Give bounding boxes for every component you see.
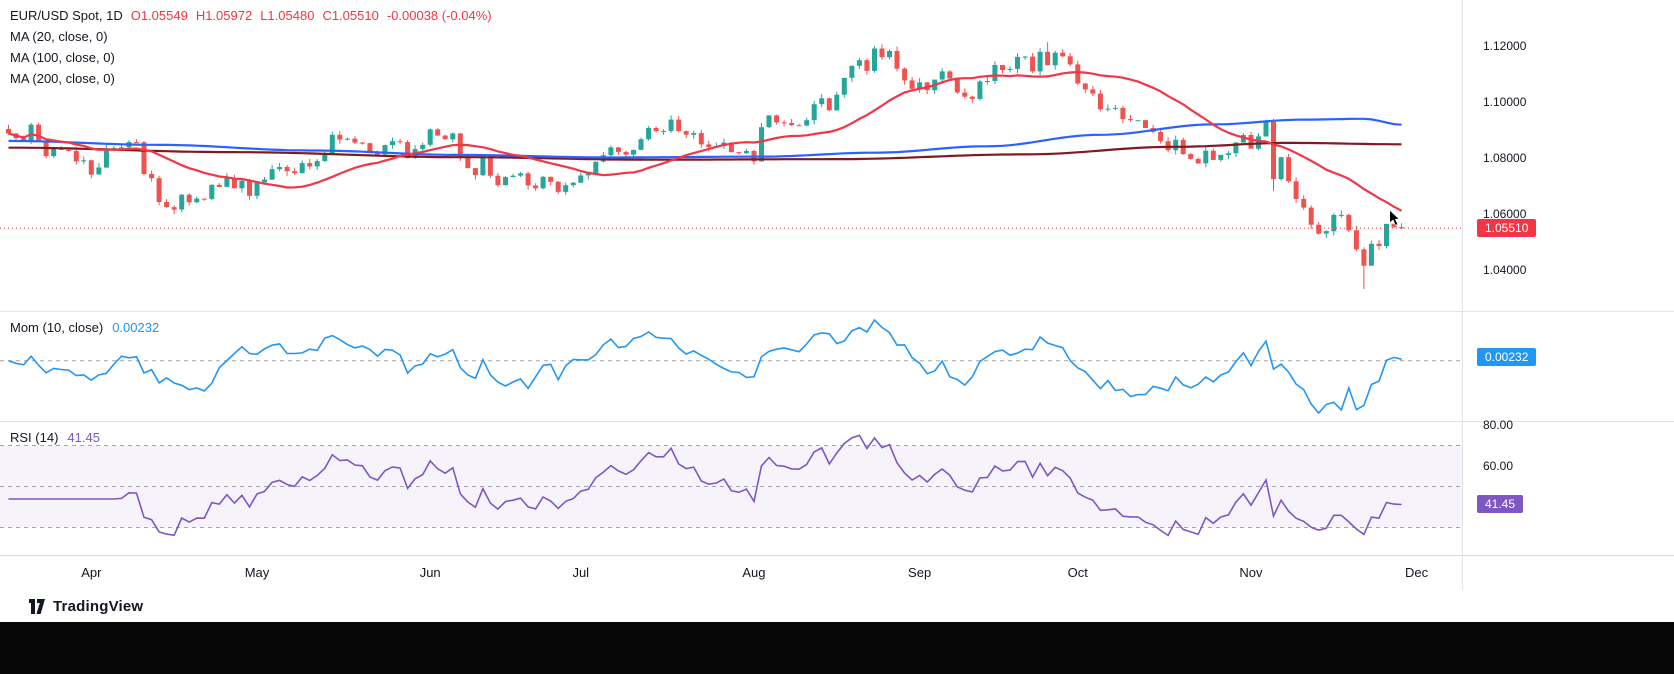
price-panel[interactable]: EUR/USD Spot, 1D O1.05549 H1.05972 L1.05480… xyxy=(0,0,1674,312)
time-axis[interactable]: Apr May Jun Jul Aug Sep Oct Nov Dec xyxy=(0,556,1674,590)
rsi-axis-tick: 60.00 xyxy=(1483,459,1514,473)
ohlc-open: O1.05549 xyxy=(130,8,188,23)
rsi-value-badge: 41.45 xyxy=(1477,495,1524,514)
legend-row-main[interactable]: EUR/USD Spot, 1D O1.05549 H1.05972 L1.05480… xyxy=(10,5,500,26)
time-label-aug: Aug xyxy=(742,565,766,580)
price-legend: EUR/USD Spot, 1D O1.05549 H1.05972 L1.05480… xyxy=(10,5,500,89)
rsi-label[interactable]: RSI (14) xyxy=(10,430,59,445)
time-label-jul: Jul xyxy=(572,565,590,580)
momentum-legend[interactable]: Mom (10, close) 0.00232 xyxy=(10,317,159,338)
time-label-may: May xyxy=(244,565,270,580)
ma20-legend[interactable]: MA (20, close, 0) xyxy=(10,29,108,44)
rsi-axis-tick: 80.00 xyxy=(1483,418,1514,432)
rsi-panel[interactable]: RSI (14) 41.45 xyxy=(0,422,1674,556)
tradingview-brand-text[interactable]: TradingView xyxy=(53,597,144,615)
momentum-label[interactable]: Mom (10, close) xyxy=(10,320,104,335)
price-axis[interactable]: 1.05510 0.00232 41.45 1.12000 1.10000 1.08… xyxy=(1462,0,1674,590)
momentum-panel[interactable]: Mom (10, close) 0.00232 xyxy=(0,312,1674,422)
price-axis-tick: 1.06000 xyxy=(1483,207,1527,222)
footer: TradingView xyxy=(0,590,1674,622)
time-label-oct: Oct xyxy=(1067,565,1088,580)
momentum-value: 0.00232 xyxy=(112,320,160,335)
momentum-value-badge: 0.00232 xyxy=(1477,348,1537,367)
rsi-legend[interactable]: RSI (14) 41.45 xyxy=(10,427,100,448)
last-price-badge: 1.05510 xyxy=(1477,219,1537,238)
momentum-chart[interactable] xyxy=(0,312,1462,421)
price-axis-tick: 1.12000 xyxy=(1483,39,1527,54)
symbol-title[interactable]: EUR/USD Spot, 1D xyxy=(10,8,123,23)
ohlc-low: L1.05480 xyxy=(260,8,315,23)
ma100-legend[interactable]: MA (100, close, 0) xyxy=(10,50,115,65)
time-label-sep: Sep xyxy=(908,565,932,580)
price-axis-tick: 1.04000 xyxy=(1483,263,1527,278)
rsi-chart[interactable] xyxy=(0,422,1462,555)
time-label-nov: Nov xyxy=(1239,565,1263,580)
ohlc-close: C1.05510 xyxy=(322,8,379,23)
time-label-apr: Apr xyxy=(81,565,102,580)
candlestick-chart[interactable] xyxy=(0,0,1462,311)
rsi-value: 41.45 xyxy=(67,430,100,445)
price-axis-tick: 1.10000 xyxy=(1483,95,1527,110)
price-axis-tick: 1.08000 xyxy=(1483,151,1527,166)
ohlc-change: -0.00038 (-0.04%) xyxy=(386,8,492,23)
ohlc-high: H1.05972 xyxy=(195,8,253,23)
time-label-jun: Jun xyxy=(419,565,441,580)
ma200-legend[interactable]: MA (200, close, 0) xyxy=(10,71,115,86)
tradingview-logo-icon[interactable] xyxy=(28,598,46,614)
bottom-bar xyxy=(0,622,1674,674)
time-label-dec: Dec xyxy=(1405,565,1429,580)
